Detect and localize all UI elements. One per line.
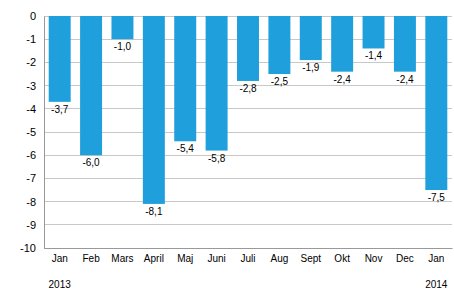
- x-tick-label: Juni: [207, 253, 225, 264]
- bar: [80, 16, 102, 155]
- bar: [174, 16, 196, 141]
- y-tick-label: -9: [26, 219, 36, 231]
- x-tick-label: Nov: [365, 253, 383, 264]
- bar: [331, 16, 353, 72]
- bar: [363, 16, 385, 48]
- x-tick: Dec: [396, 248, 414, 264]
- data-label: -2,8: [239, 83, 257, 94]
- x-tick-label: Jan: [52, 253, 68, 264]
- y-tick: -10: [20, 242, 44, 254]
- data-label: -8,1: [145, 206, 163, 217]
- x-tick-label: Jan: [428, 253, 444, 264]
- y-axis-line: [44, 17, 45, 249]
- bar: [425, 16, 447, 190]
- x-axis: Jan Feb Mars April Maj Juni Juli Aug Sept Okt Nov D…: [45, 248, 453, 264]
- y-tick-label: 0: [30, 10, 36, 22]
- bar: [143, 16, 165, 204]
- annotations: 2013 2014: [49, 279, 448, 290]
- y-tick-label: -7: [26, 172, 36, 184]
- x-tick: Maj: [177, 248, 193, 264]
- data-label: -1,0: [114, 41, 132, 52]
- x-tick: April: [144, 248, 164, 264]
- data-label: -2,5: [271, 76, 289, 87]
- y-tick: -1: [26, 33, 44, 45]
- bar: [206, 16, 228, 151]
- y-tick-label: -2: [26, 56, 36, 68]
- x-tick-label: Feb: [82, 253, 100, 264]
- bar: [300, 16, 322, 60]
- x-tick-label: Mars: [111, 253, 133, 264]
- data-label: -5,4: [177, 143, 195, 154]
- x-tick: Jan: [52, 248, 68, 264]
- grid-line: [44, 155, 452, 156]
- y-tick-label: -10: [20, 242, 36, 254]
- y-tick: -7: [26, 172, 44, 184]
- y-tick-label: -6: [26, 149, 36, 161]
- x-tick-label: April: [144, 253, 164, 264]
- chart: 0 -1 -2 -3 -4 -5 -6 -7 -8 -9 -10 Jan Feb Mars April Maj…: [0, 0, 454, 302]
- y-tick: 0: [30, 10, 44, 22]
- data-label: -1,4: [365, 50, 383, 61]
- y-tick-label: -8: [26, 196, 36, 208]
- x-tick-label: Sept: [300, 253, 321, 264]
- grid: [44, 16, 452, 248]
- x-tick-label: Juli: [240, 253, 255, 264]
- x-tick: Aug: [270, 248, 288, 264]
- bar: [49, 16, 71, 102]
- y-tick: -4: [26, 103, 44, 115]
- x-tick: Juli: [240, 248, 255, 264]
- data-label: -1,9: [302, 62, 320, 73]
- data-label: -6,0: [82, 157, 100, 168]
- grid-line: [44, 248, 452, 249]
- year-label: 2014: [425, 279, 448, 290]
- year-label: 2013: [49, 279, 72, 290]
- bar: [394, 16, 416, 72]
- data-label: -7,5: [428, 192, 446, 203]
- x-axis-line: [45, 248, 453, 249]
- bar: [237, 16, 259, 81]
- data-label: -5,8: [208, 153, 226, 164]
- grid-line: [44, 132, 452, 133]
- grid-line: [44, 108, 452, 109]
- y-tick-label: -5: [26, 126, 36, 138]
- y-axis: 0 -1 -2 -3 -4 -5 -6 -7 -8 -9 -10: [20, 10, 44, 254]
- x-tick: Sept: [300, 248, 321, 264]
- x-tick: Nov: [365, 248, 383, 264]
- grid-line: [44, 201, 452, 202]
- y-tick: -8: [26, 196, 44, 208]
- y-tick-label: -3: [26, 80, 36, 92]
- x-tick-label: Dec: [396, 253, 414, 264]
- grid-line: [44, 178, 452, 179]
- y-tick: -6: [26, 149, 44, 161]
- x-tick: Mars: [111, 248, 133, 264]
- grid-line: [44, 224, 452, 225]
- data-label: -2,4: [396, 74, 414, 85]
- x-tick-label: Maj: [177, 253, 193, 264]
- y-tick-label: -4: [26, 103, 36, 115]
- x-tick: Feb: [82, 248, 100, 264]
- data-label: -3,7: [51, 104, 69, 115]
- bar: [111, 16, 133, 39]
- x-tick-label: Okt: [334, 253, 350, 264]
- x-tick-label: Aug: [270, 253, 288, 264]
- data-labels: -3,7 -6,0 -1,0 -8,1 -5,4 -5,8 -2,8 -2,5 -1,9 -2,4…: [51, 41, 445, 217]
- bar: [268, 16, 290, 74]
- x-tick: Jan: [428, 248, 444, 264]
- x-tick: Okt: [334, 248, 350, 264]
- data-label: -2,4: [334, 74, 352, 85]
- y-tick: -3: [26, 80, 44, 92]
- y-tick: -5: [26, 126, 44, 138]
- x-tick: Juni: [207, 248, 225, 264]
- bars: [49, 16, 448, 204]
- y-tick: -2: [26, 56, 44, 68]
- y-tick-label: -1: [26, 33, 36, 45]
- y-tick: -9: [26, 219, 44, 231]
